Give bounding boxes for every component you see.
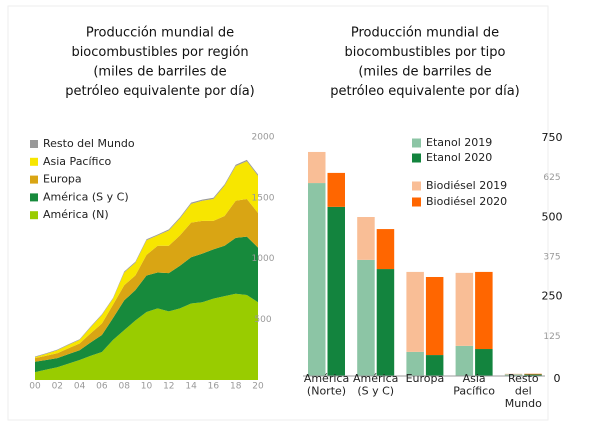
x-tick-label: 14 [185,382,197,392]
legend-label: Asia Pacífico [43,155,112,168]
bar [327,206,345,376]
chart-title: petróleo equivalente por día) [330,84,519,99]
bar [425,276,444,356]
bar [357,217,375,260]
legend-swatch [30,211,38,220]
bar [327,172,345,207]
y-tick-label: 250 [542,290,563,303]
legend-label: América (S y C) [43,190,129,203]
y-tick-label: 625 [543,173,560,183]
legend-swatch [412,138,421,148]
bar [376,269,395,376]
chart-title: (miles de barriles de [358,65,491,80]
y-tick-label: 2000 [252,133,275,143]
legend-swatch [412,181,421,191]
bar [357,259,375,376]
x-tick-label: 12 [163,382,174,392]
chart-title: biocombustibles por tipo [345,45,506,60]
x-tick-label: América [304,372,349,385]
x-tick-label: Europa [406,372,445,385]
x-tick-label: Pacífico [453,385,495,398]
legend-label: Resto del Mundo [43,137,135,150]
x-tick-label: 18 [230,382,242,392]
x-tick-label: (Norte) [307,385,346,398]
y-tick-label: 750 [542,131,563,144]
bar [376,229,395,270]
x-tick-label: 00 [29,382,41,392]
x-tick-label: Asia [463,372,486,385]
legend-label: América (N) [43,208,109,221]
legend-swatch [412,197,421,207]
y-tick-label: 500 [542,210,563,223]
legend-label: Biodiésel 2019 [426,179,507,192]
x-tick-label: 04 [74,382,86,392]
bar [308,183,326,376]
chart-title: Producción mundial de [351,26,499,41]
y-tick-label: 375 [543,253,560,263]
bar [308,151,326,184]
x-tick-label: 16 [208,382,220,392]
bar [425,355,444,376]
chart-title: Producción mundial de [86,26,234,41]
y-tick-label: 500 [254,315,271,325]
x-tick-label: (S y C) [357,385,394,398]
bar [524,373,542,375]
x-tick-label: 10 [141,382,153,392]
chart-title: (miles de barriles de [93,65,226,80]
y-tick-label: 1000 [252,254,275,264]
x-tick-label: 08 [118,382,130,392]
legend-swatch [30,175,38,184]
legend-label: Etanol 2020 [426,151,492,164]
chart-title: biocombustibles por región [71,45,248,60]
legend-swatch [30,140,38,148]
area [35,198,258,362]
bar [524,374,542,376]
area [35,161,258,359]
area [35,293,258,380]
x-tick-label: América [353,372,398,385]
area [35,236,258,373]
y-tick-label: 125 [543,332,560,342]
x-tick-label: 02 [52,382,63,392]
x-tick-label: 20 [252,382,264,392]
x-tick-label: 06 [96,382,108,392]
legend-swatch [30,157,38,166]
y-tick-label: 0 [554,372,561,385]
legend-label: Biodiésel 2020 [426,195,507,208]
legend-label: Etanol 2019 [426,136,492,149]
legend-label: Europa [43,173,82,186]
x-tick-label: Resto [508,372,539,385]
y-tick-label: 1500 [252,193,275,203]
bar [455,345,474,376]
x-tick-label: del [515,385,532,398]
bar [455,272,474,346]
chart-title: petróleo equivalente por día) [65,84,254,99]
bar [475,271,493,350]
legend-swatch [30,193,38,202]
bar [406,271,424,352]
x-tick-label: Mundo [505,397,542,410]
bar [504,374,523,376]
legend-swatch [412,153,421,163]
bar [504,373,523,375]
bar [406,351,424,376]
bar [475,349,493,376]
